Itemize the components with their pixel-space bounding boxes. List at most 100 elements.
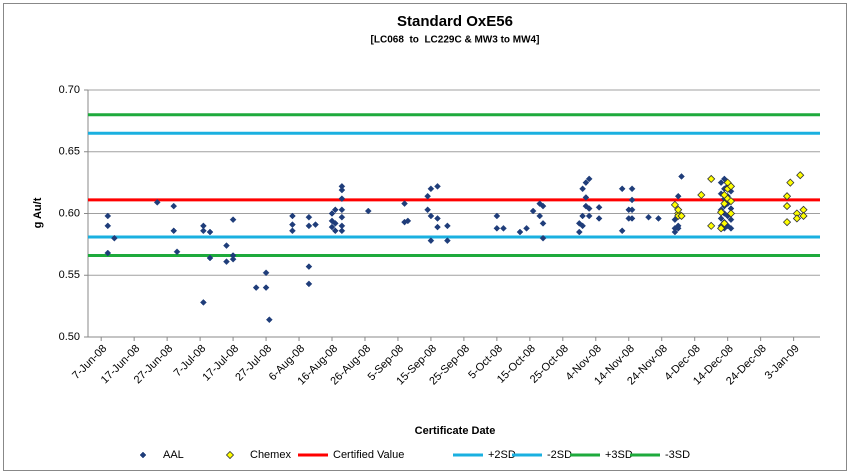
data-point [516, 228, 524, 236]
data-point [655, 215, 662, 222]
data-point [289, 227, 296, 235]
legend-marker [225, 450, 235, 460]
data-point [579, 222, 586, 230]
data-point [200, 227, 207, 235]
y-tick-label: 0.60 [59, 207, 80, 219]
data-point [424, 206, 431, 214]
data-point [536, 200, 544, 207]
data-point [223, 242, 230, 249]
data-point [331, 227, 339, 235]
data-point [262, 269, 270, 277]
data-point [645, 213, 652, 221]
data-point [539, 220, 547, 227]
data-point [536, 212, 544, 220]
data-point [500, 224, 507, 232]
data-point [328, 210, 336, 217]
data-point [404, 217, 412, 225]
data-point [796, 171, 805, 180]
data-point [723, 194, 732, 203]
data-point [262, 284, 270, 291]
data-point [200, 299, 207, 306]
data-point [628, 196, 636, 204]
data-point [579, 212, 586, 220]
data-point [305, 263, 313, 270]
legend-label: +2SD [488, 449, 516, 461]
data-point [252, 284, 260, 291]
data-point [585, 205, 593, 212]
data-point [585, 175, 593, 183]
data-point [173, 248, 181, 256]
data-point [338, 206, 346, 214]
data-point [575, 228, 583, 236]
data-point [628, 206, 636, 214]
y-tick-label: 0.65 [59, 146, 80, 158]
data-point [305, 213, 313, 221]
data-point [726, 209, 736, 218]
chart-subtitle: [LC068 to LC229C & MW3 to MW4] [371, 35, 540, 46]
legend-label: -3SD [665, 449, 690, 461]
data-point [153, 199, 161, 206]
data-point [720, 219, 729, 228]
data-point [338, 186, 346, 194]
data-point [338, 213, 346, 221]
data-point [717, 224, 726, 233]
data-point [289, 212, 296, 220]
data-point [104, 249, 112, 257]
data-point [305, 222, 313, 230]
data-point [206, 228, 214, 236]
legend-label: AAL [163, 449, 184, 461]
data-point [727, 216, 735, 224]
data-point [707, 174, 716, 183]
legend-label: Certified Value [333, 449, 404, 461]
data-point [782, 218, 792, 227]
data-point [792, 214, 801, 223]
data-point [305, 280, 313, 288]
data-point [671, 228, 679, 236]
legend-label: +3SD [605, 449, 633, 461]
legend-label: -2SD [547, 449, 572, 461]
y-axis-label: g Au/t [32, 197, 44, 228]
data-point [331, 206, 339, 214]
data-point [434, 182, 441, 190]
data-point [674, 205, 683, 214]
data-point [427, 185, 435, 193]
data-point [786, 178, 795, 187]
data-point [717, 179, 725, 186]
chart-title: Standard OxE56 [397, 13, 513, 30]
data-point [670, 200, 679, 209]
data-point [170, 227, 178, 235]
x-axis-label: Certificate Date [415, 425, 496, 437]
data-point [427, 237, 435, 245]
data-point [678, 173, 685, 180]
data-point [493, 212, 501, 220]
data-point [539, 234, 547, 242]
data-point [717, 208, 726, 217]
y-tick-label: 0.70 [59, 84, 80, 96]
data-point [674, 192, 682, 200]
data-point [582, 179, 590, 186]
y-tick-label: 0.55 [59, 269, 80, 281]
data-point [674, 224, 682, 232]
data-point [229, 216, 237, 224]
data-point [628, 185, 636, 193]
data-point [331, 220, 339, 227]
data-point [618, 185, 626, 193]
legend-label: Chemex [250, 449, 291, 461]
data-point [424, 192, 431, 200]
data-point [523, 224, 530, 232]
data-point [206, 254, 214, 262]
data-point [628, 215, 636, 222]
data-point [707, 221, 716, 230]
data-point [223, 258, 230, 266]
data-point [104, 222, 112, 230]
data-point [444, 222, 451, 230]
data-point [338, 195, 346, 203]
y-tick-label: 0.50 [59, 331, 80, 343]
data-point [726, 197, 736, 206]
data-point [312, 221, 319, 228]
data-point [585, 212, 593, 220]
data-point [444, 237, 451, 245]
data-point [427, 212, 435, 220]
data-point [726, 182, 736, 191]
